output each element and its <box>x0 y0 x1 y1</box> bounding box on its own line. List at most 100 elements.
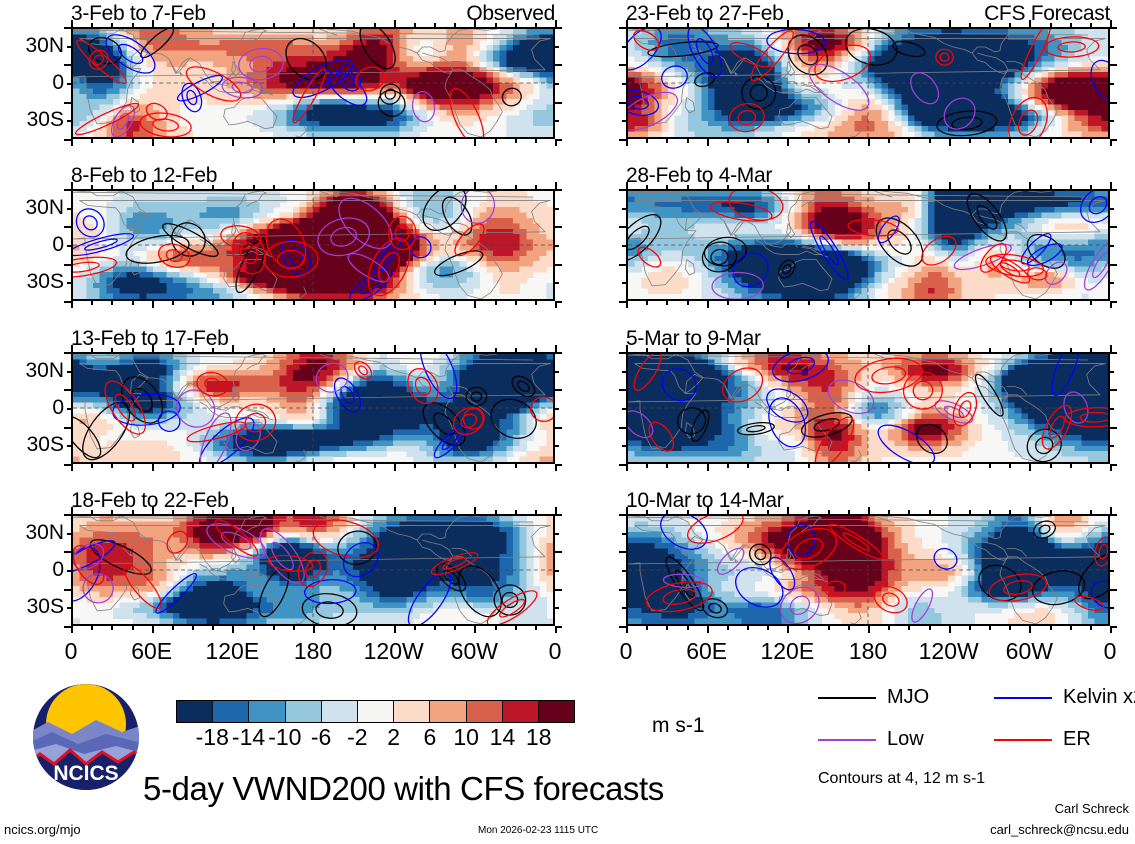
axis-tick <box>787 301 790 308</box>
axis-tick <box>626 626 628 633</box>
axis-tick <box>767 139 770 143</box>
axis-tick <box>1110 551 1117 554</box>
axis-tick <box>64 263 71 266</box>
map-panel-2: 13-Feb to 17-Feb 30N 0 30S <box>25 327 562 471</box>
axis-tick <box>272 139 275 143</box>
axis-tick <box>1110 514 1117 516</box>
axis-tick <box>968 464 971 468</box>
axis-tick <box>474 507 477 514</box>
axis-tick <box>555 101 562 104</box>
axis-tick <box>1089 464 1092 468</box>
axis-tick <box>1069 301 1072 305</box>
axis-tick <box>989 510 991 514</box>
axis-tick <box>393 301 396 308</box>
axis-tick <box>413 626 416 630</box>
axis-tick <box>494 348 497 352</box>
axis-tick <box>908 626 911 630</box>
logo-text: NCICS <box>53 762 118 785</box>
axis-tick <box>252 510 255 514</box>
axis-tick <box>888 348 891 352</box>
axis-tick <box>64 551 71 554</box>
axis-tick <box>706 507 709 514</box>
colorbar-tick: -2 <box>347 724 368 750</box>
axis-tick <box>908 185 911 189</box>
axis-tick <box>1110 207 1114 210</box>
axis-tick <box>726 464 729 468</box>
footer-site[interactable]: ncics.org/mjo <box>4 822 81 837</box>
axis-tick <box>686 626 689 630</box>
map-panel-3: 18-Feb to 22-Feb 30N 0 30S <box>25 489 562 633</box>
axis-tick <box>353 510 356 514</box>
y-axis-label: 30N <box>25 33 64 57</box>
axis-tick <box>474 626 477 633</box>
axis-tick <box>111 626 114 630</box>
axis-tick <box>111 139 114 143</box>
axis-tick <box>1110 301 1117 303</box>
axis-tick <box>514 139 517 143</box>
axis-tick <box>706 464 709 471</box>
axis-tick <box>555 464 557 471</box>
axis-tick <box>555 464 562 466</box>
axis-tick <box>232 507 235 514</box>
x-axis-label: 180 <box>293 638 333 664</box>
axis-tick <box>726 626 729 630</box>
axis-tick <box>555 45 559 48</box>
axis-tick <box>1110 352 1117 354</box>
footer-email[interactable]: carl_schreck@ncsu.edu <box>990 822 1129 837</box>
axis-tick <box>514 301 517 305</box>
axis-tick <box>71 626 73 633</box>
axis-tick <box>272 626 275 630</box>
axis-tick <box>1069 139 1072 143</box>
axis-tick <box>111 348 114 352</box>
axis-tick <box>151 139 154 146</box>
axis-tick <box>626 20 628 27</box>
axis-tick <box>192 348 194 352</box>
axis-tick <box>827 23 830 27</box>
axis-tick <box>131 510 134 514</box>
axis-tick <box>313 626 315 633</box>
axis-tick <box>67 445 71 448</box>
colorbar-ticklabels: -18 -14 -10 -6 -2 2 6 10 14 18 <box>176 724 575 752</box>
axis-tick <box>1110 507 1112 514</box>
axis-tick <box>619 189 626 191</box>
colorbar-unit-label: m s-1 <box>652 714 705 737</box>
axis-tick <box>787 507 790 514</box>
axis-tick <box>706 345 709 352</box>
axis-tick <box>1110 139 1112 146</box>
axis-tick <box>847 626 850 630</box>
axis-tick <box>626 345 628 352</box>
axis-tick <box>706 139 709 146</box>
axis-tick <box>666 348 669 352</box>
axis-tick <box>373 301 376 305</box>
axis-tick <box>686 185 689 189</box>
axis-tick <box>534 510 537 514</box>
axis-tick <box>555 626 557 633</box>
axis-tick <box>989 464 991 468</box>
axis-tick <box>726 139 729 143</box>
axis-tick <box>434 23 436 27</box>
axis-tick <box>131 626 134 630</box>
axis-tick <box>333 185 336 189</box>
y-axis-label: 0 <box>52 233 64 256</box>
axis-tick <box>67 607 71 610</box>
axis-tick <box>454 185 457 189</box>
legend-item-mjo: MJO <box>818 686 929 709</box>
axis-tick <box>1110 345 1112 352</box>
axis-tick <box>555 182 557 189</box>
axis-tick <box>619 551 626 554</box>
axis-tick <box>64 64 71 67</box>
axis-tick <box>767 301 770 305</box>
axis-tick <box>1089 301 1092 305</box>
axis-tick <box>1110 570 1114 572</box>
axis-tick <box>989 626 991 630</box>
axis-tick <box>928 626 931 630</box>
map-plot-area <box>626 27 1110 139</box>
axis-tick <box>807 139 810 143</box>
axis-tick <box>434 464 436 468</box>
axis-tick <box>948 301 951 308</box>
y-axis-label: 30N <box>25 358 64 382</box>
axis-tick <box>413 510 416 514</box>
legend-swatch-icon <box>994 696 1052 699</box>
axis-tick <box>928 185 931 189</box>
axis-tick <box>1029 301 1032 308</box>
